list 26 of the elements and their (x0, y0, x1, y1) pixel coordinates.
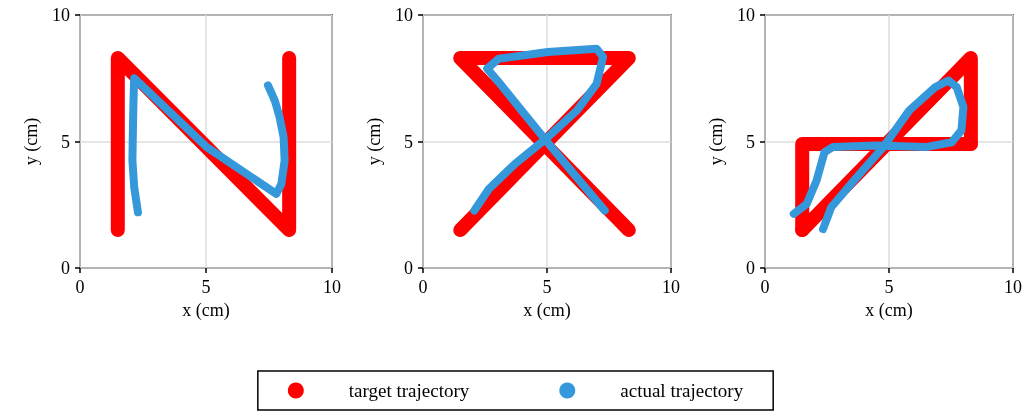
y-tick-label: 0 (404, 258, 413, 278)
y-tick-label: 0 (61, 258, 70, 278)
legend-label: actual trajectory (620, 380, 744, 401)
y-tick-label: 10 (395, 5, 413, 25)
x-tick-label: 10 (323, 277, 341, 297)
x-tick-label: 0 (75, 277, 85, 297)
y-tick-label: 0 (746, 258, 755, 278)
y-tick-label: 5 (61, 131, 70, 152)
y-tick-label: 10 (737, 5, 755, 25)
x-axis-title: x (cm) (865, 299, 913, 321)
y-tick-label: 10 (52, 5, 70, 25)
x-tick-label: 5 (542, 277, 552, 297)
x-tick-label: 5 (201, 277, 211, 297)
y-axis-title: y (cm) (364, 117, 385, 166)
x-tick-label: 10 (1004, 277, 1022, 297)
x-tick-label: 5 (884, 277, 894, 297)
y-tick-label: 5 (746, 131, 755, 152)
y-axis-title: y (cm) (706, 117, 727, 166)
x-tick-label: 0 (760, 277, 770, 297)
x-axis-title: x (cm) (523, 299, 571, 321)
y-axis-title: y (cm) (21, 117, 42, 166)
legend-label: target trajectory (348, 380, 470, 401)
x-axis-title: x (cm) (182, 299, 230, 321)
x-tick-label: 0 (418, 277, 428, 297)
y-tick-label: 5 (404, 131, 413, 152)
x-tick-label: 10 (662, 277, 680, 297)
